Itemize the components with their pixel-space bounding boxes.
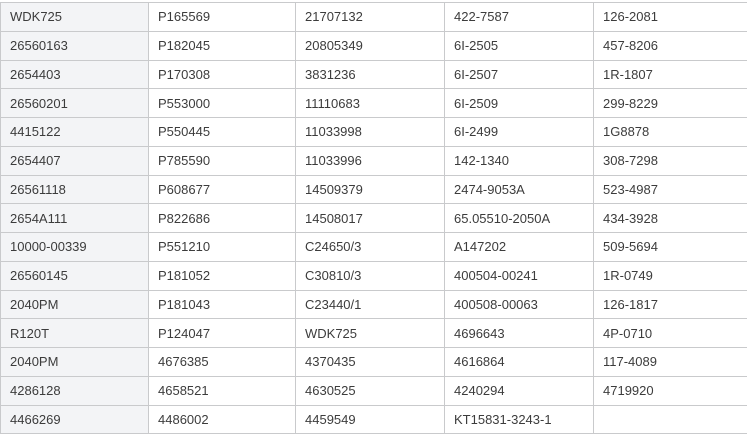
part-number-cell: 11110683 [296,89,445,118]
part-number-cell: 308-7298 [594,146,747,175]
part-number-cell: 20805349 [296,31,445,60]
part-number-cell-primary: 4286128 [1,376,149,405]
part-number-cell: P165569 [149,3,296,32]
part-number-cell: 4719920 [594,376,747,405]
part-number-cell: A147202 [445,233,594,262]
part-number-cell: P553000 [149,89,296,118]
part-number-cell: C23440/1 [296,290,445,319]
part-number-cell-primary: 26560145 [1,261,149,290]
part-number-cell: 14508017 [296,204,445,233]
part-number-cell: 11033996 [296,146,445,175]
part-number-cell: 422-7587 [445,3,594,32]
part-number-cell: 4676385 [149,348,296,377]
part-number-cell-primary: 26561118 [1,175,149,204]
part-number-cell: 1R-0749 [594,261,747,290]
part-number-cell: C30810/3 [296,261,445,290]
part-number-cell: P551210 [149,233,296,262]
part-number-cell: 126-2081 [594,3,747,32]
part-number-cell: 4240294 [445,376,594,405]
part-number-cell: 6I-2505 [445,31,594,60]
part-number-cell: P785590 [149,146,296,175]
part-number-cell: C24650/3 [296,233,445,262]
part-number-cell: 21707132 [296,3,445,32]
part-number-cell: 4616864 [445,348,594,377]
part-number-cell: KT15831-3243-1 [445,405,594,434]
part-number-cell: 65.05510-2050A [445,204,594,233]
part-number-cell: 2474-9053A [445,175,594,204]
part-number-cell: P550445 [149,118,296,147]
part-number-cell: WDK725 [296,319,445,348]
part-number-cell: 6I-2509 [445,89,594,118]
part-number-cell: 457-8206 [594,31,747,60]
part-number-cell: 299-8229 [594,89,747,118]
part-number-cell: 400504-00241 [445,261,594,290]
part-number-cell-primary: 26560163 [1,31,149,60]
part-number-cell-primary: 10000-00339 [1,233,149,262]
part-number-cell-primary: 2040PM [1,348,149,377]
part-number-cell: 142-1340 [445,146,594,175]
part-number-cell: P608677 [149,175,296,204]
part-number-cell: 6I-2507 [445,60,594,89]
part-number-cell: P124047 [149,319,296,348]
part-number-cell: P181043 [149,290,296,319]
part-number-cell: 4P-0710 [594,319,747,348]
part-number-cell [594,405,747,434]
part-number-cell-primary: 4466269 [1,405,149,434]
part-number-cell: 117-4089 [594,348,747,377]
part-number-cell: 4696643 [445,319,594,348]
part-number-cell: 1G8878 [594,118,747,147]
part-number-cell-primary: R120T [1,319,149,348]
part-number-cell: 4370435 [296,348,445,377]
part-number-cell-primary: 2654403 [1,60,149,89]
part-number-cell: P170308 [149,60,296,89]
part-number-cell: 6I-2499 [445,118,594,147]
part-number-cell: 434-3928 [594,204,747,233]
part-number-cell: 400508-00063 [445,290,594,319]
part-number-cell: 3831236 [296,60,445,89]
part-number-cell-primary: 2654407 [1,146,149,175]
part-number-cell-primary: 4415122 [1,118,149,147]
part-number-cell-primary: 2654A111 [1,204,149,233]
part-number-cell: 14509379 [296,175,445,204]
part-number-cell: 4486002 [149,405,296,434]
part-number-cell: 1R-1807 [594,60,747,89]
part-number-cell-primary: 2040PM [1,290,149,319]
part-number-cell-primary: 26560201 [1,89,149,118]
part-number-cell: P181052 [149,261,296,290]
part-number-cell: 509-5694 [594,233,747,262]
part-number-cell: 4630525 [296,376,445,405]
part-number-cell: 4658521 [149,376,296,405]
part-number-cell: 11033998 [296,118,445,147]
part-number-cell-primary: WDK725 [1,3,149,32]
part-number-cell: 4459549 [296,405,445,434]
part-number-cell: 523-4987 [594,175,747,204]
part-number-cell: P822686 [149,204,296,233]
part-number-cell: 126-1817 [594,290,747,319]
part-number-cell: P182045 [149,31,296,60]
